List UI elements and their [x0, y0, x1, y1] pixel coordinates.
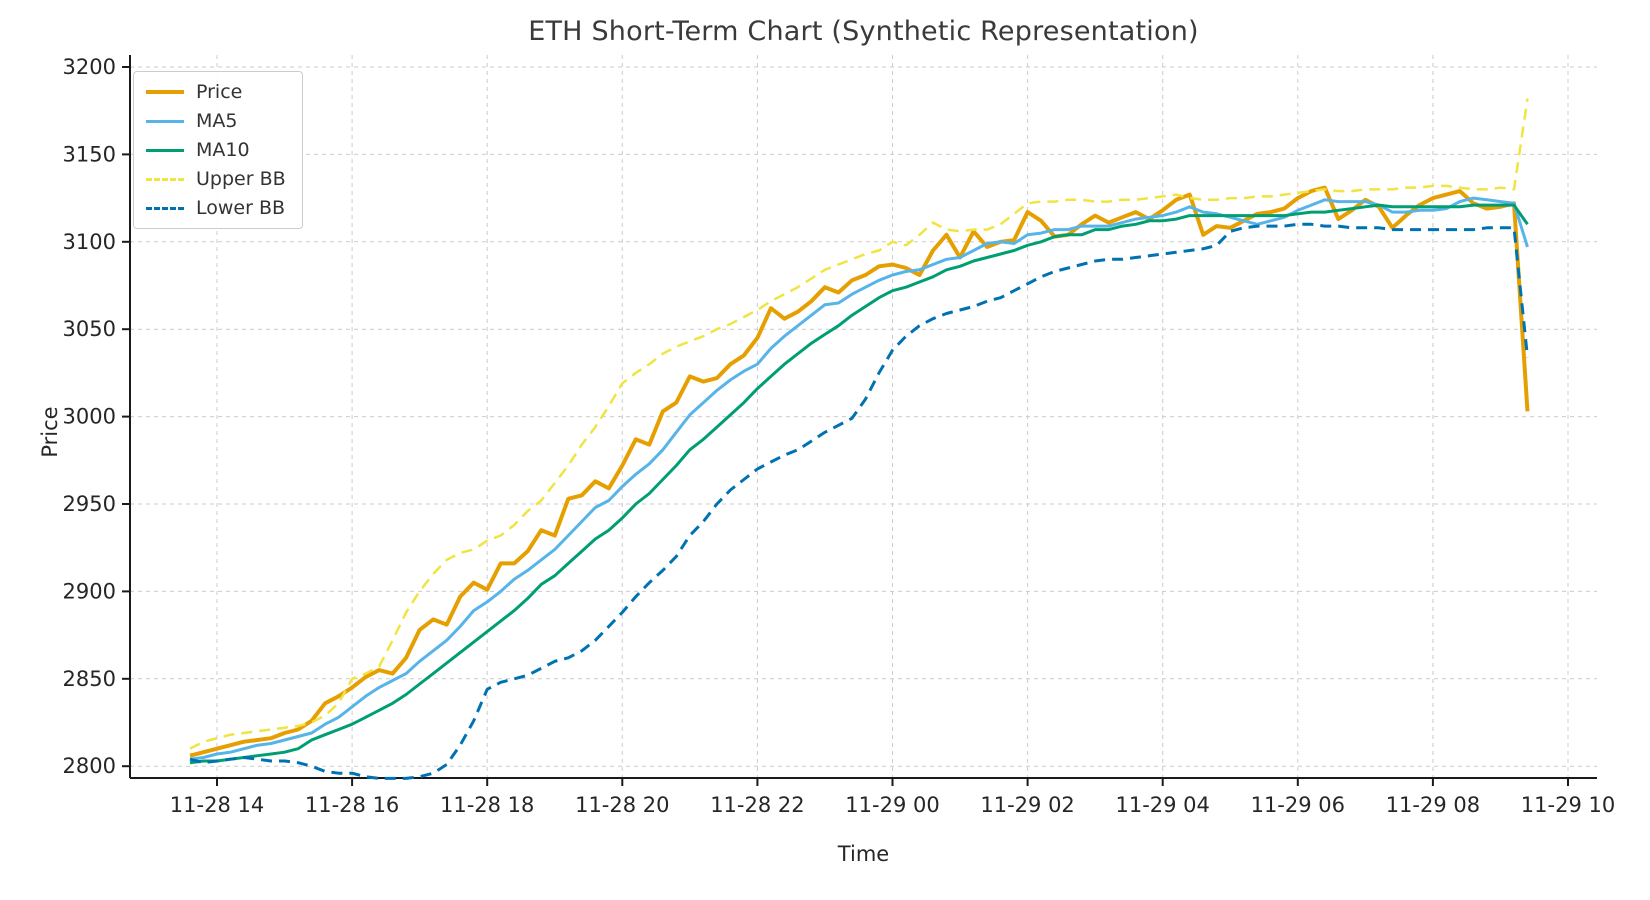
x-tick-label: 11-28 18: [440, 793, 534, 817]
legend-label: Lower BB: [196, 197, 286, 219]
series-line-lower-bb: [189, 222, 1529, 780]
legend-item-ma10: MA10: [146, 140, 286, 160]
y-tick-label: 3100: [63, 230, 116, 254]
series-line-upper-bb: [189, 98, 1529, 750]
legend-item-price: Price: [146, 82, 286, 102]
series-line-price: [189, 185, 1530, 758]
y-tick-label: 2900: [63, 579, 116, 603]
legend-line-swatch: [146, 177, 184, 181]
chart-title: ETH Short-Term Chart (Synthetic Represen…: [528, 16, 1199, 47]
x-tick-label: 11-29 00: [845, 793, 939, 817]
x-tick-label: 11-29 04: [1115, 793, 1209, 817]
y-tick-label: 2850: [63, 667, 116, 691]
series-line-ma10: [189, 203, 1529, 765]
legend-line-swatch: [146, 90, 184, 94]
y-tick-label: 3200: [63, 55, 116, 79]
legend-line-swatch: [146, 206, 184, 210]
x-tick-label: 11-28 22: [710, 793, 804, 817]
legend-label: MA5: [196, 110, 238, 132]
legend-line-swatch: [146, 148, 184, 152]
x-axis-label: Time: [837, 842, 890, 866]
legend-label: Upper BB: [196, 168, 286, 190]
legend-item-ma5: MA5: [146, 111, 286, 131]
legend-item-lower-bb: Lower BB: [146, 198, 286, 218]
y-tick-label: 2800: [63, 754, 116, 778]
legend-item-upper-bb: Upper BB: [146, 169, 286, 189]
x-tick-label: 11-29 10: [1521, 793, 1615, 817]
y-tick-label: 3150: [63, 142, 116, 166]
x-tick-label: 11-28 14: [170, 793, 264, 817]
x-tick-label: 11-29 08: [1386, 793, 1480, 817]
x-tick-label: 11-28 20: [575, 793, 669, 817]
y-axis-label: Price: [38, 406, 62, 458]
legend-label: MA10: [196, 139, 250, 161]
x-tick-label: 11-29 06: [1251, 793, 1345, 817]
y-tick-label: 3000: [63, 405, 116, 429]
y-tick-label: 3050: [63, 317, 116, 341]
legend-line-swatch: [146, 119, 184, 123]
series-line-ma5: [189, 196, 1529, 761]
y-tick-label: 2950: [63, 492, 116, 516]
x-tick-label: 11-28 16: [305, 793, 399, 817]
x-tick-label: 11-29 02: [980, 793, 1074, 817]
legend-label: Price: [196, 81, 243, 103]
legend-box: Price MA5 MA10 Upper BB Lower BB: [133, 71, 303, 229]
